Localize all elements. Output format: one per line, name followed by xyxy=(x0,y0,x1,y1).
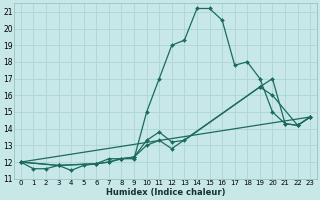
X-axis label: Humidex (Indice chaleur): Humidex (Indice chaleur) xyxy=(106,188,225,197)
